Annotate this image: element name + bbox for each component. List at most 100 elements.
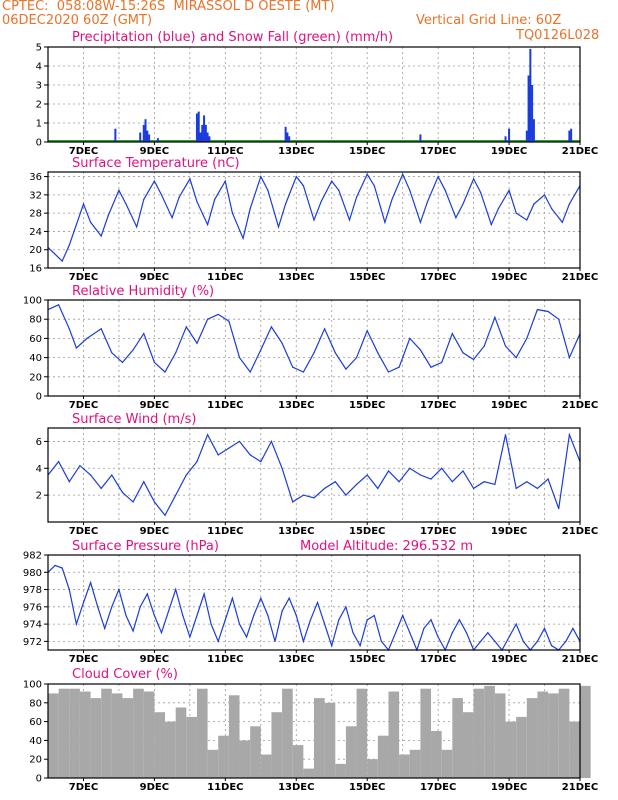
pressure-xtick-label: 21DEC [562,654,598,665]
cloud-cover-bar [420,688,432,778]
wind-point [387,470,390,472]
humidity-xtick-label: 19DEC [491,400,527,411]
pressure-point [324,623,326,625]
wind-point [89,474,92,476]
cloud-cover-bar [335,763,346,778]
wind-point [143,481,145,483]
humidity-point [462,352,464,354]
precipitation-bar [529,48,532,142]
precipitation-bar [504,136,507,142]
humidity-xtick-label: 21DEC [562,400,598,411]
temperature-ytick-label: 28 [29,209,42,220]
run-date: 06DEC2020 60Z (GMT) [2,13,153,28]
humidity-point [313,352,315,354]
pressure-point [267,614,269,617]
pressure-xtick-label: 13DEC [278,654,314,665]
pressure-point [104,627,106,630]
cloud-cover-bar [516,716,527,778]
wind-point [238,440,241,443]
pressure-point [515,623,517,625]
humidity-point [558,318,560,320]
wind-point [345,494,347,496]
wind-xtick-label: 7DEC [69,526,98,537]
humidity-point [409,337,411,339]
pressure-point [338,619,340,621]
pressure-line [47,564,581,652]
temperature-point [526,219,528,221]
temperature-xtick-label: 19DEC [491,272,527,283]
precipitation-xtick-label: 15DEC [349,146,385,157]
cloud-cover-bar [484,685,495,778]
pressure-point [402,614,404,617]
temperature-point [391,198,393,201]
pressure-point [480,640,482,642]
humidity-point [515,357,517,359]
wind-point [419,474,421,476]
humidity-point [483,345,485,347]
precipitation-bar [570,128,573,142]
cloud-cover-ytick-label: 60 [29,717,42,728]
precipitation-bar [201,124,204,142]
precipitation-bar [208,136,211,142]
cloud-cover-bar [79,691,91,778]
cloud-cover-bar [367,759,378,778]
wind-point [121,491,124,494]
temperature-point [125,203,127,205]
wind-point [313,497,315,499]
pressure-point [153,614,155,617]
wind-point [324,487,326,490]
wind-point [526,481,528,483]
cloud-cover-bar [228,695,240,778]
wind-point [451,481,453,483]
humidity-point [398,366,400,368]
humidity-point [196,342,198,344]
pressure-point [274,640,276,642]
precipitation-panel: 0 1 2 3 4 5 7DEC 9DEC 11DEC 13DEC 15DEC 17DEC 19DEC 2… [36,30,599,157]
humidity-point [292,366,294,368]
wind-point [441,467,443,469]
pressure-point [451,632,453,634]
precipitation-bar [148,134,151,142]
cloud-cover-bar [122,698,134,778]
pressure-ytick-label: 972 [23,637,42,648]
temperature-ytick-label: 20 [29,245,42,256]
precipitation-bar [146,130,149,142]
temperature-xtick-label: 9DEC [140,272,169,283]
precipitation-bar [288,136,291,142]
precipitation-bar [114,128,117,142]
pressure-point [224,619,226,621]
pressure-point [260,597,262,599]
humidity-ytick-label: 0 [36,392,42,403]
cloud-cover-ytick-label: 40 [29,736,42,747]
wind-point [100,487,102,490]
grid-note: Vertical Grid Line: 60Z [416,13,562,28]
humidity-point [86,337,88,339]
wind-line [47,432,581,517]
cloud-cover-bar [314,698,325,778]
wind-frame [47,427,581,523]
pressure-point [487,632,489,634]
humidity-point [345,368,347,370]
precipitation-ytick-label: 0 [36,138,42,149]
temperature-xtick-label: 15DEC [349,272,385,283]
pressure-point [182,614,184,617]
pressure-point [253,614,255,617]
cloud-cover-bar [441,749,453,778]
humidity-point [75,347,77,349]
pressure-point [536,640,539,642]
temperature-point [568,203,570,205]
wind-point [228,447,230,449]
cloud-cover-bar [101,688,112,778]
cloud-cover-panel: 0 20 40 60 80 100 7DEC 9DEC 11DEC 13DEC 15DEC 17DEC… [23,667,598,793]
temperature-point [561,221,563,223]
precipitation-bar [156,138,159,142]
wind-point [79,465,81,467]
humidity-point [473,358,475,361]
humidity-point [494,316,496,318]
pressure-ytick-label: 980 [23,568,42,579]
temperature-point [196,201,198,203]
wind-point [185,474,187,476]
temperature-point [178,196,180,198]
wind-point [430,478,432,480]
humidity-point [260,349,262,351]
